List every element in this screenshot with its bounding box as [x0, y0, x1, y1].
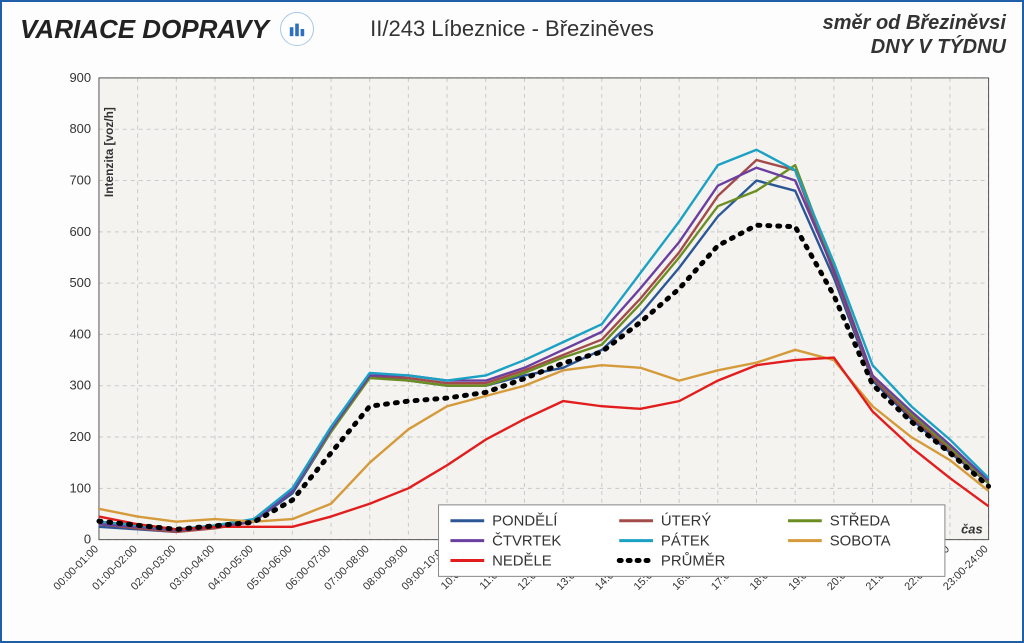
svg-text:STŘEDA: STŘEDA	[830, 513, 890, 530]
svg-text:PONDĚLÍ: PONDĚLÍ	[492, 513, 558, 530]
chart-svg: 0 100 200 300 400 500 600 700 800 900 Intenzita [v…	[20, 68, 1004, 627]
svg-text:ÚTERÝ: ÚTERÝ	[661, 513, 711, 530]
title-right2: DNY V TÝDNU	[871, 36, 1006, 59]
svg-text:900: 900	[69, 70, 91, 85]
svg-text:PÁTEK: PÁTEK	[661, 533, 710, 550]
svg-text:SOBOTA: SOBOTA	[830, 534, 891, 550]
plot-area: 0 100 200 300 400 500 600 700 800 900 Intenzita [v…	[20, 68, 1004, 627]
svg-text:0: 0	[84, 532, 91, 547]
svg-text:čas: čas	[961, 522, 983, 537]
svg-text:300: 300	[69, 378, 91, 393]
svg-text:NEDĚLE: NEDĚLE	[492, 552, 552, 569]
svg-text:PRŮMĚR: PRŮMĚR	[661, 551, 726, 569]
svg-text:Intenzita [voz/h]: Intenzita [voz/h]	[102, 107, 116, 197]
svg-text:600: 600	[69, 224, 91, 239]
svg-text:800: 800	[69, 121, 91, 136]
svg-text:100: 100	[69, 480, 91, 495]
svg-text:500: 500	[69, 275, 91, 290]
title-right1: směr od Březiněvsi	[823, 12, 1006, 35]
svg-text:ČTVRTEK: ČTVRTEK	[492, 533, 561, 550]
svg-text:400: 400	[69, 326, 91, 341]
svg-text:200: 200	[69, 429, 91, 444]
svg-text:700: 700	[69, 172, 91, 187]
chart-frame: VARIACE DOPRAVY II/243 Líbeznice - Březi…	[0, 0, 1024, 643]
